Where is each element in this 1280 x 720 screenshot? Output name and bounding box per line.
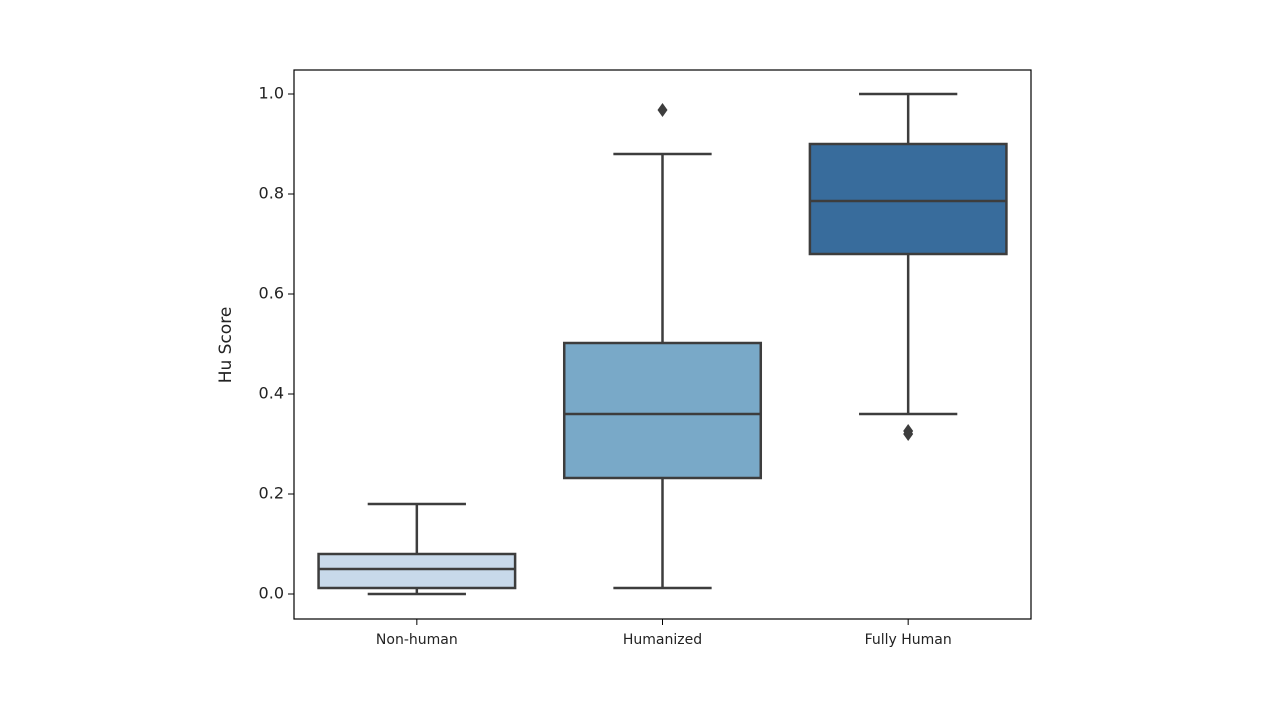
y-tick-label: 0.8: [259, 184, 284, 203]
plot-frame: [293, 69, 1032, 620]
outlier: [657, 103, 668, 117]
box: [562, 341, 763, 480]
x-tick-label: Fully Human: [865, 632, 952, 648]
outlier: [903, 427, 914, 441]
y-tick-label: 0.2: [259, 484, 284, 503]
y-tick-label: 0.0: [259, 584, 284, 603]
x-tick-label: Humanized: [623, 632, 702, 648]
y-tick-label: 0.4: [259, 384, 284, 403]
y-tick-label: 0.6: [259, 284, 284, 303]
y-tick-label: 1.0: [259, 84, 284, 103]
x-tick-label: Non-human: [376, 632, 458, 648]
box: [808, 142, 1008, 256]
box: [317, 552, 517, 590]
y-axis-label: Hu Score: [216, 307, 236, 384]
